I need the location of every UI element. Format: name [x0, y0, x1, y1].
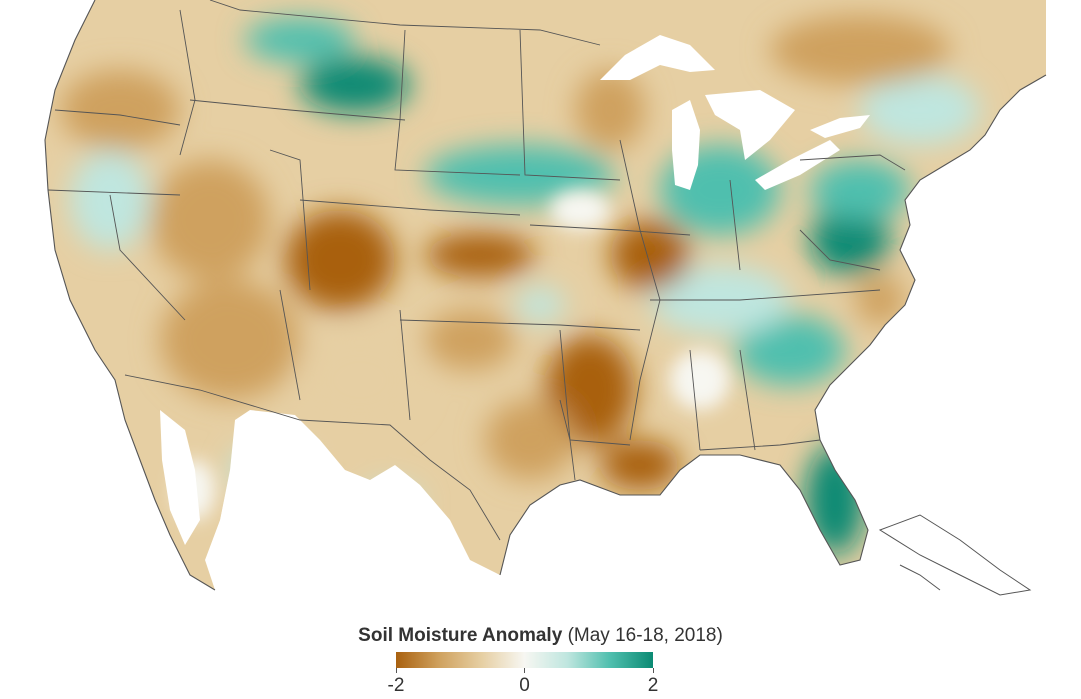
colorbar-tick-label: 0 — [519, 675, 530, 696]
dry-anomaly-mexico-interior — [205, 500, 295, 580]
border-co-ks — [299, 199, 521, 216]
great-lakes — [160, 35, 870, 545]
dry-anomaly-texas — [485, 400, 575, 480]
legend-title-date: (May 16-18, 2018) — [567, 625, 723, 646]
dry-anomaly-southwest — [160, 280, 300, 400]
border-nm-tx — [399, 309, 411, 421]
border-tx-la — [559, 399, 576, 481]
colorbar-tickmark — [395, 668, 397, 673]
border-pa-ny — [799, 154, 906, 171]
dry-anomaly-oregon — [60, 70, 180, 150]
caribbean-islands — [878, 514, 1032, 596]
dry-anomaly-oklahoma — [425, 310, 515, 370]
neutral-anomaly-iowa — [550, 190, 610, 230]
legend-title: Soil Moisture Anomaly (May 16-18, 2018) — [0, 625, 1081, 647]
wet-anomaly-north-plains — [245, 18, 355, 62]
border-dakotas — [394, 29, 521, 176]
colorbar — [396, 652, 653, 668]
dry-anomaly-canada — [770, 15, 950, 85]
coastline — [44, 0, 1047, 591]
wet-anomaly-new-england — [860, 75, 980, 145]
map-canvas — [44, 0, 1047, 596]
wet-anomaly-mid-atlantic — [810, 160, 910, 220]
bahamas-outline — [899, 564, 941, 591]
border-or-ca-nv — [47, 189, 181, 196]
dry-anomaly-louisiana — [600, 440, 680, 490]
lake-erie — [755, 140, 840, 190]
wet-anomaly-carolinas — [735, 315, 845, 385]
wet-anomaly-virginia — [810, 205, 890, 275]
border-wa-or — [54, 109, 181, 126]
border-ut-co — [269, 149, 311, 291]
soil-moisture-map — [44, 0, 1047, 596]
neutral-anomaly-alabama — [670, 350, 730, 410]
border-id-mt — [179, 9, 196, 156]
state-borders — [47, 0, 906, 541]
colorbar-tick-label: 2 — [647, 675, 659, 696]
colorbar-tick-label: -2 — [387, 675, 405, 696]
lake-huron — [705, 90, 795, 160]
wet-anomaly-montana — [300, 57, 410, 113]
dry-anomaly-kansas — [425, 233, 535, 277]
legend-title-main: Soil Moisture Anomaly — [358, 625, 563, 646]
lake-michigan — [672, 100, 700, 190]
dry-anomaly-arkansas — [545, 335, 635, 445]
dry-anomaly-north-carolina — [855, 275, 905, 325]
border-us-canada — [209, 0, 601, 46]
dry-anomaly-great-basin — [150, 160, 270, 280]
border-ks-ok — [399, 319, 641, 331]
wet-anomaly-mexico — [230, 445, 310, 495]
border-nv — [109, 194, 186, 321]
wet-anomaly-florida — [805, 445, 865, 555]
colorbar-tickmark — [524, 668, 525, 673]
dry-anomaly-wisconsin — [575, 70, 645, 150]
border-wv-va — [799, 229, 881, 271]
border-ms-al — [689, 349, 701, 451]
dry-anomaly-colorado — [285, 210, 395, 310]
wet-anomaly-texas-south — [360, 485, 420, 525]
lake-superior — [600, 35, 715, 80]
wet-anomaly-kansas — [515, 287, 565, 323]
dry-anomaly-missouri — [610, 220, 690, 290]
wet-anomaly-northwest — [70, 150, 150, 250]
border-ga-fl — [699, 439, 821, 451]
border-oh-in — [729, 179, 741, 271]
border-az-nm — [279, 289, 301, 401]
legend: Soil Moisture Anomaly (May 16-18, 2018) … — [0, 615, 1081, 699]
border-al-ga — [739, 349, 756, 451]
border-tn-ky — [650, 289, 881, 301]
border-mn-ia — [519, 29, 621, 181]
colorbar-tickmark — [652, 668, 654, 673]
border-mt-wy — [189, 99, 406, 121]
cuba-outline — [878, 514, 1032, 596]
lake-ontario — [810, 115, 870, 138]
dry-anomaly-new-mexico — [300, 330, 420, 430]
gulf-of-california — [160, 410, 200, 545]
border-ia-mo — [529, 224, 691, 236]
border-us-mexico — [124, 374, 501, 541]
